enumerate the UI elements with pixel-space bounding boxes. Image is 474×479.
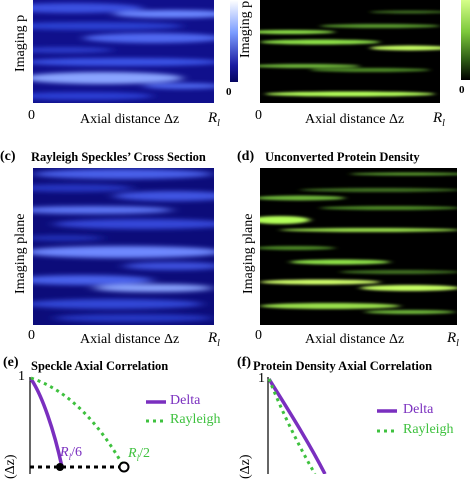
x-axis-start-b: 0: [255, 108, 262, 123]
x-axis-label-d: Axial distance Δz: [305, 332, 405, 347]
legend-rayleigh-f: Rayleigh: [403, 422, 454, 437]
y-tick-1-e: 1: [18, 369, 25, 384]
panel-e: (e) Speckle Axial Correlation 1 (Δz) Del…: [0, 355, 237, 479]
y-axis-label-b-fragment: Imaging p: [238, 0, 253, 58]
panel-c-label: (c): [0, 149, 16, 164]
protein-heatmap-b: [260, 0, 440, 103]
rayleigh-marker-e: [118, 461, 130, 473]
correlation-plot-e: [29, 376, 166, 474]
protein-heatmap-d-svg: [260, 168, 457, 325]
x-axis-end-b: Rl: [433, 110, 445, 129]
panel-c-title: Rayleigh Speckles’ Cross Section: [31, 150, 206, 164]
x-axis-end-a-main: R: [208, 110, 218, 126]
legend-delta-e: Delta: [170, 393, 201, 408]
y-tick-1-f: 1: [258, 371, 265, 386]
annot-rayleigh-e-main: R: [128, 446, 137, 461]
panel-a: 0 Imaging p 0 Axial distance Δz Rl: [0, 0, 238, 155]
delta-curve-f: [267, 378, 327, 474]
x-axis-end-a-sub: l: [217, 118, 220, 129]
annot-delta-e-main: R: [60, 445, 69, 460]
x-axis-end-c-sub: l: [217, 338, 220, 349]
colorbar-b-min: 0: [459, 84, 465, 96]
panel-d: (d) Unconverted Protein Density: [237, 148, 474, 349]
panel-f: (f) Protein Density Axial Correlation 1 …: [237, 355, 474, 479]
speckle-heatmap-a: [33, 0, 214, 103]
x-axis-end-b-main: R: [433, 110, 443, 126]
x-axis-end-d: Rl: [447, 330, 459, 349]
panel-e-label: (e): [3, 355, 19, 370]
x-axis-end-d-sub: l: [456, 338, 459, 349]
panel-d-title: Unconverted Protein Density: [265, 150, 420, 164]
y-axis-label-a: Imaging p: [13, 14, 28, 72]
correlation-plot-f: [267, 377, 397, 474]
panel-e-title: Speckle Axial Correlation: [31, 359, 169, 373]
x-axis-end-a: Rl: [208, 110, 220, 129]
annot-rayleigh-e-sub: l: [136, 452, 140, 463]
speckle-heatmap-c: [33, 168, 214, 325]
panel-b: Imaging p 0 0 Axial distance Δz Rl: [237, 0, 474, 155]
annot-delta-e: Rl/6: [60, 445, 82, 462]
legend-rayleigh-e: Rayleigh: [170, 412, 221, 427]
y-axis-label-c: Imaging plane: [13, 213, 28, 294]
x-axis-end-c-main: R: [208, 330, 218, 346]
delta-curve-e: [29, 378, 64, 468]
panel-f-label: (f): [237, 355, 251, 370]
y-axis-label-d: Imaging plane: [241, 213, 256, 294]
protein-heatmap-d: [260, 168, 457, 325]
y-axis-sliver-b: Imaging p: [237, 0, 259, 60]
annot-delta-e-suffix: /6: [71, 445, 82, 460]
annot-rayleigh-e-suffix: /2: [139, 446, 150, 461]
speckle-heatmap-c-svg: [33, 168, 214, 325]
rayleigh-curve-f: [267, 378, 317, 474]
x-axis-start-c: 0: [28, 328, 35, 343]
delta-marker-e: [56, 463, 64, 471]
x-axis-end-c: Rl: [208, 330, 220, 349]
legend-delta-f: Delta: [403, 402, 434, 417]
colorbar-a: [230, 0, 238, 82]
x-axis-label-b: Axial distance Δz: [305, 112, 405, 127]
x-axis-start-a: 0: [28, 108, 35, 123]
x-axis-end-d-main: R: [447, 330, 457, 346]
protein-heatmap-b-svg: [260, 0, 440, 103]
panel-d-label: (d): [237, 149, 255, 164]
colorbar-a-min: 0: [226, 86, 232, 98]
x-axis-start-d: 0: [255, 328, 262, 343]
annot-delta-e-sub: l: [68, 451, 72, 462]
x-axis-label-a: Axial distance Δz: [80, 112, 180, 127]
panel-c: (c) Rayleigh Speckles’ Cross Section: [0, 148, 237, 349]
colorbar-b: [461, 0, 470, 80]
panel-f-title: Protein Density Axial Correlation: [253, 359, 433, 373]
x-axis-end-b-sub: l: [442, 118, 445, 129]
speckle-heatmap-a-svg: [33, 0, 214, 103]
x-axis-label-c: Axial distance Δz: [80, 332, 180, 347]
annot-rayleigh-e: Rl/2: [128, 446, 150, 463]
